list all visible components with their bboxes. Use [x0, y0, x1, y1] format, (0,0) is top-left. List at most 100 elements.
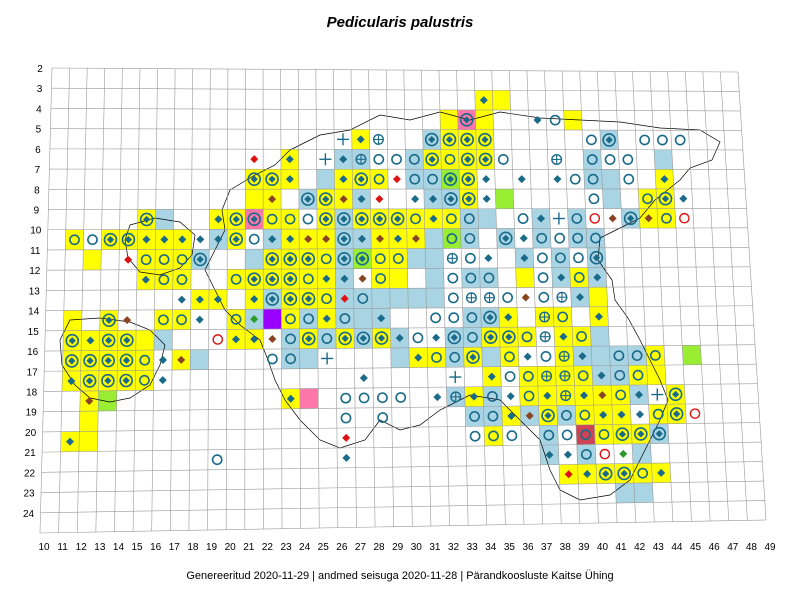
- marker-diamond: [520, 254, 529, 263]
- marker-circle: [504, 351, 515, 363]
- circle-icon: [506, 430, 518, 442]
- diamond-icon: [450, 333, 458, 342]
- diamond-icon: [506, 392, 515, 401]
- cell-22-9: [263, 209, 282, 230]
- cell-42-23: [633, 482, 654, 503]
- grid-line-v: [297, 69, 301, 529]
- cell-43-19: [648, 404, 668, 425]
- diamond-icon: [68, 337, 76, 345]
- diamond-icon: [578, 352, 587, 361]
- ring-icon: [372, 212, 387, 226]
- marker-ringdiamond: [301, 252, 316, 266]
- diamond-icon: [359, 374, 368, 383]
- marker-circle: [586, 154, 598, 165]
- marker-diamond: [231, 335, 240, 344]
- marker-circle: [657, 134, 668, 146]
- diamond-icon: [232, 215, 240, 223]
- marker-circle: [488, 430, 499, 442]
- marker-diamond: [559, 332, 568, 341]
- cell-12-19: [79, 411, 99, 432]
- marker-ringdiamond: [461, 172, 476, 186]
- marker-browndiamond: [268, 335, 277, 344]
- marker-ringdiamond: [119, 353, 134, 368]
- cell-40-6: [582, 149, 602, 170]
- cell-28-12: [371, 268, 390, 289]
- grid-line-h: [45, 324, 754, 332]
- marker-ringdiamond: [466, 350, 480, 364]
- cell-34-16: [481, 346, 501, 367]
- marker-redcircle: [599, 448, 611, 460]
- ring-icon: [390, 212, 405, 226]
- ring-icon: [65, 333, 80, 348]
- ring-icon: [502, 330, 516, 344]
- circle-icon: [543, 429, 555, 441]
- cell-13-18: [98, 390, 117, 412]
- cell-38-14: [553, 306, 573, 327]
- diamond-icon: [479, 96, 488, 105]
- diamond-icon: [141, 275, 150, 284]
- ring-icon: [354, 172, 369, 186]
- marker-circle: [248, 233, 260, 245]
- grid-line-h: [40, 500, 765, 514]
- ring-icon: [652, 426, 667, 441]
- row-label: 23: [23, 489, 35, 500]
- marker-ringdiamond: [64, 354, 79, 368]
- circle-icon: [447, 292, 459, 304]
- row-label: 4: [36, 104, 42, 115]
- cell-15-15: [135, 329, 155, 351]
- grid-line-h: [46, 266, 751, 271]
- marker-circle: [176, 254, 188, 265]
- marker-circleplus: [539, 311, 551, 323]
- red-circle-icon: [679, 212, 690, 224]
- diamond-icon: [672, 390, 680, 398]
- marker-diamond: [160, 235, 169, 244]
- row-label: 19: [26, 408, 38, 419]
- marker-circle: [642, 193, 653, 205]
- marker-circle: [521, 331, 533, 343]
- circle-icon: [469, 430, 481, 442]
- cell-22-14: [263, 308, 282, 330]
- circle-icon: [523, 390, 535, 402]
- column-label: 11: [57, 542, 68, 553]
- circle-icon: [590, 232, 602, 244]
- diamond-icon: [250, 215, 258, 223]
- diamond-icon: [464, 175, 472, 183]
- diamond-icon: [679, 194, 688, 203]
- marker-circleplus: [559, 370, 571, 382]
- diamond-icon: [465, 195, 473, 203]
- diamond-icon: [464, 155, 472, 163]
- marker-diamond: [358, 234, 367, 243]
- marker-circle: [321, 293, 332, 305]
- column-label: 30: [411, 542, 423, 553]
- cell-23-16: [281, 348, 300, 369]
- marker-circle: [465, 272, 477, 284]
- diamond-icon: [67, 377, 76, 386]
- circle-icon: [392, 253, 404, 264]
- marker-plus: [651, 388, 664, 401]
- marker-diamond: [553, 175, 562, 184]
- circle-icon: [464, 233, 476, 244]
- brown-diamond-icon: [521, 293, 530, 302]
- cell-16-11: [154, 249, 174, 270]
- diamond-icon: [158, 376, 167, 385]
- cell-35-16: [500, 346, 519, 367]
- marker-diamond: [583, 470, 592, 479]
- grid-line-h: [44, 344, 756, 352]
- circle-icon: [431, 352, 442, 363]
- marker-circle: [571, 213, 583, 224]
- marker-diamond: [594, 312, 603, 321]
- diamond-icon: [285, 175, 294, 184]
- circle-icon: [486, 391, 498, 402]
- grid-line-v: [170, 68, 176, 531]
- grid-line-h: [47, 227, 748, 231]
- cell-41-17: [610, 365, 630, 386]
- cell-42-21: [632, 443, 652, 464]
- marker-circle: [69, 234, 80, 246]
- marker-circle: [573, 272, 585, 283]
- diamond-icon: [635, 410, 644, 419]
- ring-icon: [634, 427, 648, 441]
- cell-42-16: [627, 345, 647, 366]
- ring-icon: [623, 211, 638, 226]
- ring-icon: [483, 330, 498, 344]
- diamond-icon: [429, 194, 438, 203]
